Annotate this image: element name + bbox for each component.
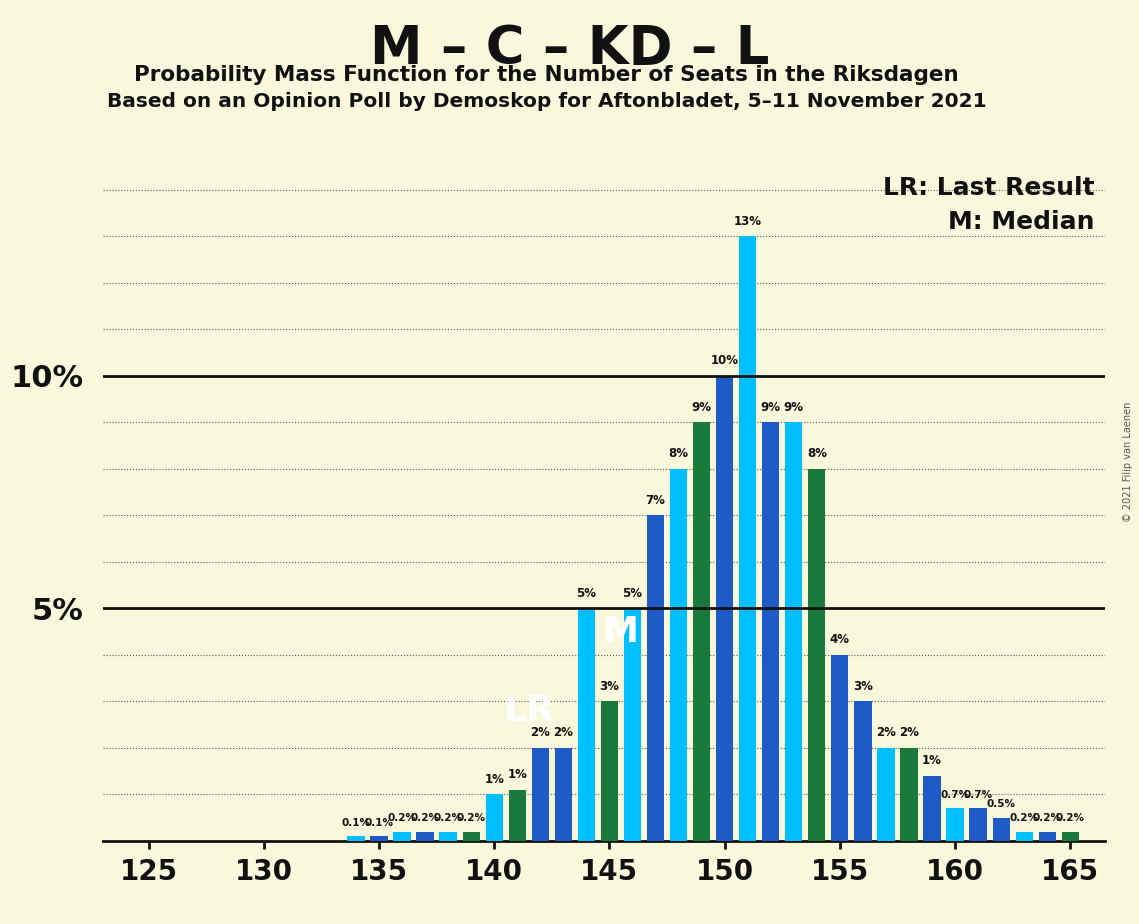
Text: 0.7%: 0.7%: [964, 790, 993, 800]
Bar: [440, 832, 457, 841]
Text: LR: Last Result: LR: Last Result: [883, 176, 1095, 201]
Bar: [716, 376, 734, 841]
Bar: [877, 748, 894, 841]
Bar: [393, 832, 411, 841]
Text: 0.2%: 0.2%: [1056, 813, 1084, 823]
Bar: [739, 237, 756, 841]
Bar: [417, 832, 434, 841]
Text: 0.1%: 0.1%: [364, 818, 393, 828]
Bar: [600, 701, 618, 841]
Text: 9%: 9%: [784, 401, 804, 414]
Text: 0.2%: 0.2%: [387, 813, 417, 823]
Bar: [693, 422, 711, 841]
Text: 0.7%: 0.7%: [941, 790, 969, 800]
Bar: [809, 468, 826, 841]
Text: 2%: 2%: [876, 726, 896, 739]
Text: 0.1%: 0.1%: [342, 818, 370, 828]
Bar: [1039, 832, 1056, 841]
Bar: [577, 608, 595, 841]
Bar: [762, 422, 779, 841]
Text: 2%: 2%: [554, 726, 573, 739]
Text: 2%: 2%: [531, 726, 550, 739]
Text: 8%: 8%: [806, 447, 827, 460]
Text: M: M: [603, 614, 639, 649]
Text: 0.2%: 0.2%: [410, 813, 440, 823]
Text: © 2021 Filip van Laenen: © 2021 Filip van Laenen: [1123, 402, 1133, 522]
Text: Probability Mass Function for the Number of Seats in the Riksdagen: Probability Mass Function for the Number…: [134, 65, 959, 85]
Bar: [670, 468, 687, 841]
Text: Based on an Opinion Poll by Demoskop for Aftonbladet, 5–11 November 2021: Based on an Opinion Poll by Demoskop for…: [107, 92, 986, 112]
Bar: [555, 748, 572, 841]
Text: 5%: 5%: [576, 587, 597, 600]
Text: 10%: 10%: [711, 354, 738, 367]
Text: 2%: 2%: [899, 726, 919, 739]
Bar: [992, 818, 1010, 841]
Bar: [785, 422, 802, 841]
Text: 1%: 1%: [484, 773, 505, 786]
Bar: [1016, 832, 1033, 841]
Text: 0.2%: 0.2%: [457, 813, 485, 823]
Text: 8%: 8%: [669, 447, 689, 460]
Text: 1%: 1%: [923, 754, 942, 767]
Bar: [509, 790, 526, 841]
Bar: [370, 836, 387, 841]
Text: 3%: 3%: [599, 680, 620, 693]
Text: 13%: 13%: [734, 214, 762, 227]
Bar: [1062, 832, 1079, 841]
Text: 4%: 4%: [830, 633, 850, 647]
Bar: [647, 516, 664, 841]
Bar: [485, 795, 502, 841]
Text: M: Median: M: Median: [949, 210, 1095, 234]
Text: 0.2%: 0.2%: [1009, 813, 1039, 823]
Bar: [831, 655, 849, 841]
Bar: [947, 808, 964, 841]
Bar: [924, 776, 941, 841]
Text: LR: LR: [503, 694, 555, 727]
Bar: [347, 836, 364, 841]
Bar: [532, 748, 549, 841]
Bar: [462, 832, 480, 841]
Bar: [900, 748, 918, 841]
Text: 1%: 1%: [507, 768, 527, 782]
Text: 9%: 9%: [761, 401, 780, 414]
Text: 7%: 7%: [646, 493, 665, 507]
Text: 5%: 5%: [623, 587, 642, 600]
Bar: [854, 701, 871, 841]
Text: 0.2%: 0.2%: [434, 813, 462, 823]
Text: 9%: 9%: [691, 401, 712, 414]
Text: 0.5%: 0.5%: [986, 799, 1016, 809]
Bar: [624, 608, 641, 841]
Text: 0.2%: 0.2%: [1033, 813, 1062, 823]
Text: M – C – KD – L: M – C – KD – L: [370, 23, 769, 75]
Text: 3%: 3%: [853, 680, 872, 693]
Bar: [969, 808, 986, 841]
